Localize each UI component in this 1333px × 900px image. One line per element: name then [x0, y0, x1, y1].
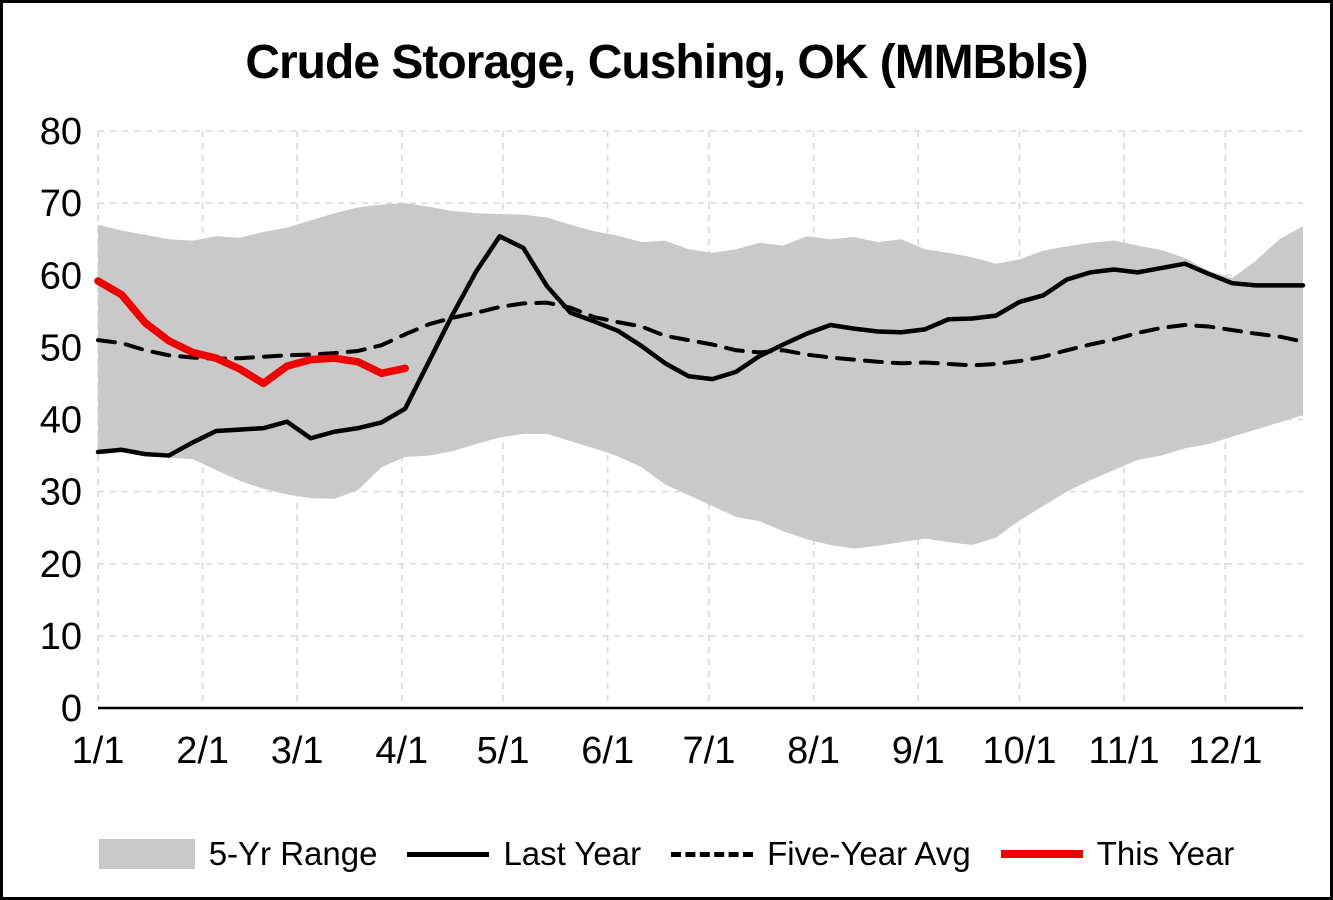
- x-tick-label: 4/1: [375, 730, 428, 772]
- chart-plot-area: 0 10 20 30 40 50 60 70 80 1/1 2/1 3/1 4/1 5/1 6/1 7/1 8/…: [40, 111, 1306, 772]
- legend-label-this-year: This Year: [1096, 835, 1235, 872]
- legend-label-last-year: Last Year: [503, 835, 642, 872]
- y-tick-label: 0: [61, 688, 82, 730]
- y-tick-label: 50: [40, 327, 82, 369]
- y-tick-label: 70: [40, 183, 82, 225]
- x-tick-label: 5/1: [477, 730, 530, 772]
- chart-legend: 5-Yr Range Last Year Five-Year Avg This …: [3, 835, 1330, 873]
- chart-title: Crude Storage, Cushing, OK (MMBbls): [245, 36, 1088, 89]
- legend-label-five-year-avg: Five-Year Avg: [767, 835, 971, 872]
- x-tick-label: 1/1: [72, 730, 125, 772]
- range-swatch: [98, 839, 195, 869]
- x-tick-label: 8/1: [787, 730, 840, 772]
- legend-item-last-year: Last Year: [407, 835, 641, 873]
- five-year-avg-swatch: [671, 851, 754, 857]
- series-last-year: [95, 234, 1306, 458]
- legend-item-range: 5-Yr Range: [98, 835, 378, 873]
- this-year-swatch: [1000, 850, 1083, 858]
- last-year-swatch: [407, 851, 490, 857]
- x-tick-label: 6/1: [581, 730, 634, 772]
- x-tick-label: 9/1: [892, 730, 945, 772]
- y-tick-label: 80: [40, 111, 82, 153]
- y-tick-label: 30: [40, 472, 82, 514]
- x-tick-label: 3/1: [271, 730, 324, 772]
- x-tick-label: 2/1: [176, 730, 229, 772]
- series-five-year-avg: [96, 300, 1305, 368]
- y-tick-label: 60: [40, 255, 82, 297]
- legend-item-this-year: This Year: [1000, 835, 1235, 873]
- legend-label-range: 5-Yr Range: [208, 835, 378, 872]
- x-tick-label: 12/1: [1188, 730, 1262, 772]
- x-tick-label: 11/1: [1089, 730, 1160, 772]
- x-tick-label: 7/1: [683, 730, 736, 772]
- x-tick-label: 10/1: [982, 730, 1056, 772]
- legend-item-five-year-avg: Five-Year Avg: [671, 835, 971, 873]
- y-tick-label: 20: [40, 544, 82, 586]
- series-this-year: [94, 277, 409, 388]
- y-tick-label: 40: [40, 400, 82, 442]
- y-tick-label: 10: [40, 616, 82, 658]
